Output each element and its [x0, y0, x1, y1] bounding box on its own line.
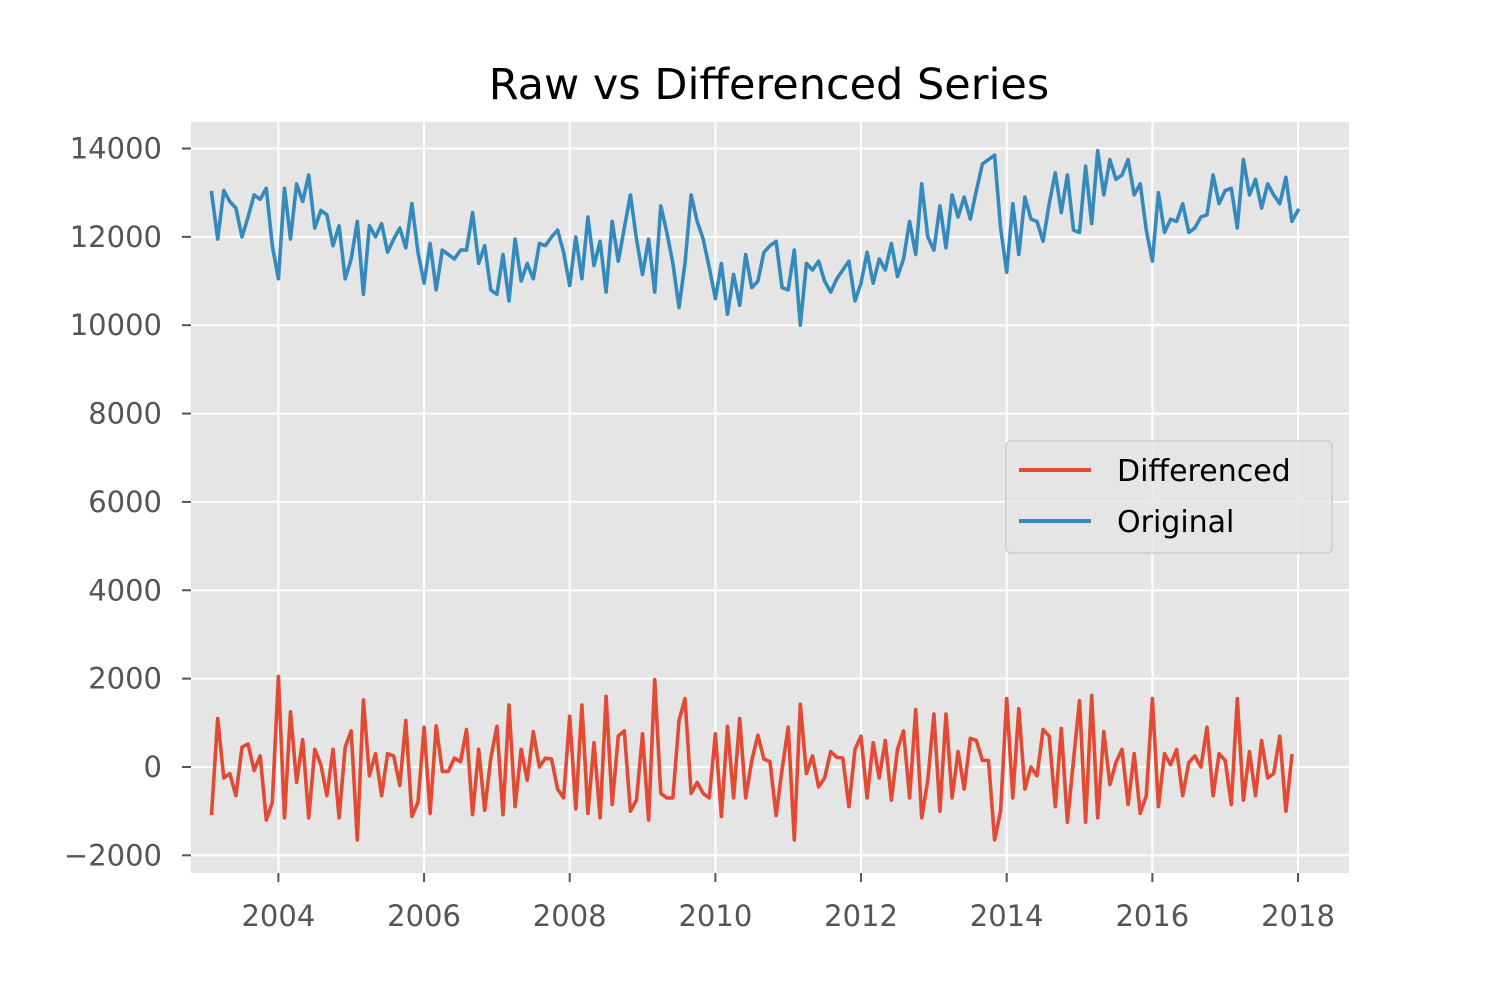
- x-tick-label: 2018: [1261, 899, 1335, 933]
- series-lines: [209, 148, 1301, 842]
- x-tick-label: 2012: [824, 899, 898, 933]
- y-tick-label: 4000: [88, 573, 162, 607]
- x-tick-label: 2008: [533, 899, 607, 933]
- x-tick-label: 2010: [678, 899, 752, 933]
- series-line-differenced: [209, 674, 1294, 842]
- y-tick-label: 8000: [88, 397, 162, 431]
- x-tick-label: 2004: [241, 899, 315, 933]
- y-tick-label: 2000: [88, 662, 162, 696]
- legend-label-original: Original: [1117, 505, 1234, 540]
- x-tick-label: 2016: [1115, 899, 1189, 933]
- x-tick-label: 2014: [970, 899, 1044, 933]
- y-axis: −2000 0 2000 4000 6000 8000 10000 12000 14000: [64, 132, 191, 872]
- legend-label-differenced: Differenced: [1117, 454, 1291, 489]
- y-tick-label: 10000: [70, 308, 162, 342]
- x-axis: 2004 2006 2008 2010 2012 2014 2016 2018: [241, 873, 1335, 933]
- y-tick-label: 14000: [70, 132, 162, 166]
- chart-title: Raw vs Differenced Series: [489, 60, 1050, 110]
- series-line-original: [209, 148, 1301, 328]
- legend: Differenced Original: [1005, 440, 1333, 554]
- y-tick-label: −2000: [64, 838, 162, 872]
- x-tick-label: 2006: [387, 899, 461, 933]
- y-tick-label: 0: [144, 750, 162, 784]
- y-tick-label: 12000: [70, 220, 162, 254]
- y-tick-label: 6000: [88, 485, 162, 519]
